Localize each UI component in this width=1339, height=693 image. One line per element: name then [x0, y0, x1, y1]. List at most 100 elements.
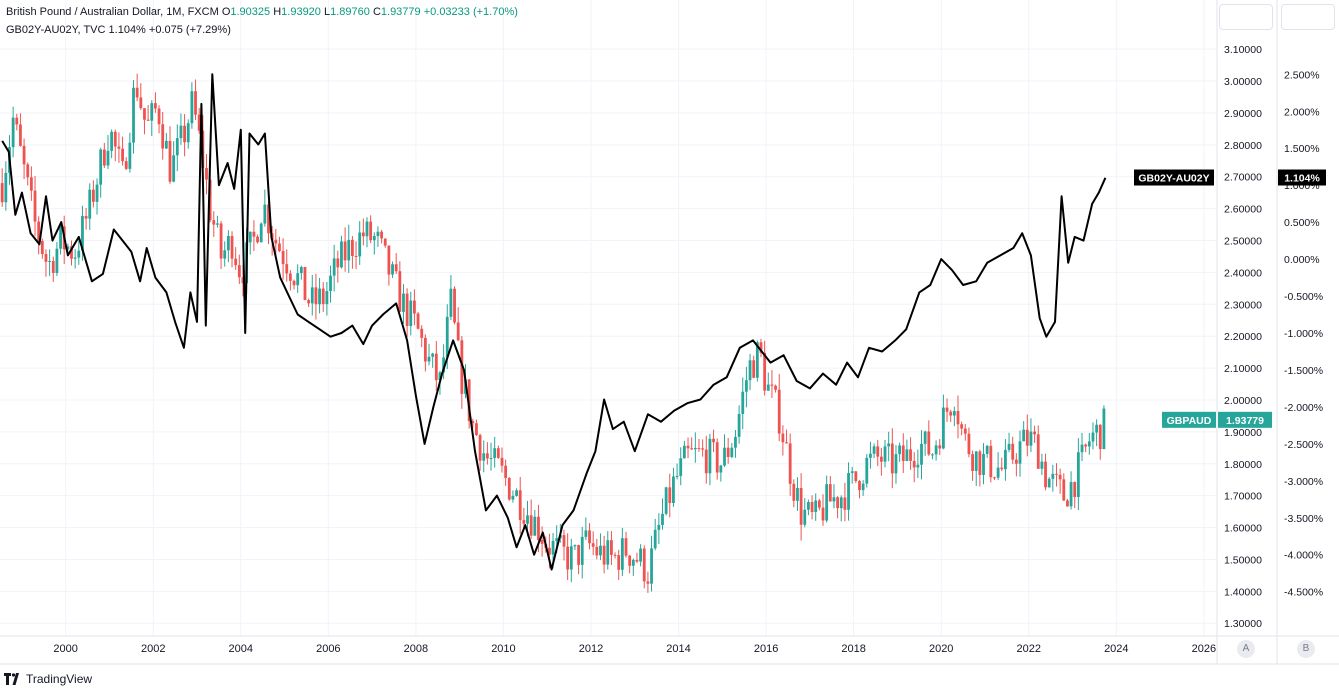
- candle-up: [861, 483, 865, 491]
- candle-down: [628, 555, 632, 566]
- price-tick-label: 2.70000: [1224, 172, 1262, 184]
- candle-up: [216, 223, 219, 225]
- candle-down: [197, 114, 201, 131]
- candle-down: [380, 231, 383, 239]
- legend-spread-change: +0.075 (+7.29%): [148, 24, 231, 36]
- price-tick-label: 3.10000: [1224, 44, 1262, 56]
- candle-up: [402, 293, 405, 312]
- candle-down: [588, 530, 591, 544]
- candle-up: [931, 454, 934, 456]
- candle-up: [226, 235, 230, 251]
- legend-spread-name: GB02Y-AU02Y, TVC: [6, 24, 106, 36]
- legend-spread: GB02Y-AU02Y, TVC 1.104% +0.075 (+7.29%): [6, 24, 231, 36]
- price-tick-label: 1.60000: [1224, 523, 1262, 535]
- spread-tick-label: -2.500%: [1284, 439, 1323, 451]
- candle-down: [219, 223, 223, 259]
- spread-tick-label: -4.500%: [1284, 587, 1323, 599]
- candle-up: [693, 448, 697, 450]
- candle-up: [409, 300, 413, 326]
- candle-up: [376, 231, 380, 237]
- candle-up: [865, 457, 869, 484]
- candle-up: [533, 516, 537, 536]
- candle-down: [157, 108, 161, 125]
- candle-up: [653, 529, 657, 549]
- candle-up: [719, 465, 723, 473]
- candle-up: [358, 232, 362, 257]
- price-axis[interactable]: 3.10000 3.00000 2.90000 2.80000 2.70000 2.600…: [1224, 44, 1262, 630]
- candle-down: [423, 337, 427, 362]
- candle-down: [967, 433, 971, 455]
- candle-down: [879, 456, 883, 462]
- time-tick-label: 2020: [929, 643, 953, 655]
- candle-down: [956, 411, 960, 425]
- candle-up: [66, 246, 70, 250]
- candle-up: [650, 548, 653, 584]
- time-tick-label: 2010: [491, 643, 515, 655]
- candle-down: [205, 167, 208, 180]
- legend-open: 1.90325: [230, 6, 271, 18]
- candle-down: [139, 97, 143, 109]
- scale-b-button[interactable]: B: [1297, 640, 1315, 658]
- candle-down: [909, 449, 912, 461]
- price-tick-label: 2.30000: [1224, 299, 1262, 311]
- candle-up: [296, 273, 300, 286]
- candle-down: [405, 293, 409, 326]
- candle-down: [963, 428, 967, 434]
- candle-down: [336, 258, 340, 268]
- candle-up: [299, 266, 303, 274]
- candle-up: [175, 138, 179, 156]
- candle-down: [168, 140, 172, 182]
- tradingview-brand[interactable]: TradingView: [4, 672, 92, 686]
- candle-down: [29, 177, 33, 191]
- candle-up: [606, 540, 610, 565]
- time-tick-label: 2016: [754, 643, 778, 655]
- candle-down: [288, 273, 292, 281]
- candle-down: [715, 442, 719, 473]
- price-tick-label: 2.00000: [1224, 395, 1262, 407]
- candle-up: [1007, 443, 1011, 450]
- candle-up: [679, 458, 683, 476]
- candle-down: [194, 91, 197, 115]
- candle-up: [883, 446, 887, 462]
- gbpaud-symbol-tag-label: GBPAUD: [1167, 415, 1212, 427]
- candle-down: [777, 389, 781, 434]
- scale-a-button[interactable]: A: [1237, 640, 1255, 658]
- candle-down: [343, 241, 347, 261]
- candle-up: [179, 125, 183, 139]
- candle-down: [540, 540, 544, 544]
- candle-down: [274, 239, 278, 244]
- candle-down: [927, 431, 931, 455]
- candle-down: [40, 240, 44, 255]
- spread-scale-settings-button[interactable]: [1281, 4, 1335, 30]
- candle-up: [675, 475, 679, 477]
- candle-down: [354, 255, 358, 257]
- candle-up: [186, 123, 190, 143]
- candle-down: [610, 540, 613, 555]
- candle-down: [420, 328, 424, 338]
- spread-tick-label: -2.000%: [1284, 402, 1323, 414]
- candle-up: [599, 545, 602, 556]
- candle-up: [934, 445, 938, 455]
- spread-axis[interactable]: 2.500%2.000%1.500%1.000%0.500%0.000%-0.5…: [1284, 69, 1323, 598]
- spread-tick-label: -3.500%: [1284, 513, 1323, 525]
- candle-down: [208, 179, 212, 221]
- candle-up: [941, 407, 945, 449]
- time-axis[interactable]: 2000 2002 2004 2006 2008 2010 2012 2014 2016 2018…: [53, 643, 1216, 655]
- candle-down: [993, 477, 996, 479]
- spread-tick-label: 0.500%: [1284, 217, 1320, 229]
- candle-up: [869, 453, 872, 458]
- spread-value-tag: [1278, 169, 1326, 186]
- price-scale-settings-button[interactable]: [1219, 4, 1273, 30]
- candle-up: [1051, 473, 1055, 479]
- candle-up: [442, 357, 446, 373]
- legend-high: 1.93920: [281, 6, 321, 18]
- candle-down: [161, 124, 165, 149]
- candle-down: [912, 460, 916, 468]
- candle-up: [807, 502, 810, 510]
- spread-tick-label: 0.000%: [1284, 254, 1320, 266]
- candle-up: [347, 239, 351, 261]
- candle-up: [796, 487, 799, 501]
- candle-up: [110, 131, 114, 151]
- candle-down: [613, 554, 617, 556]
